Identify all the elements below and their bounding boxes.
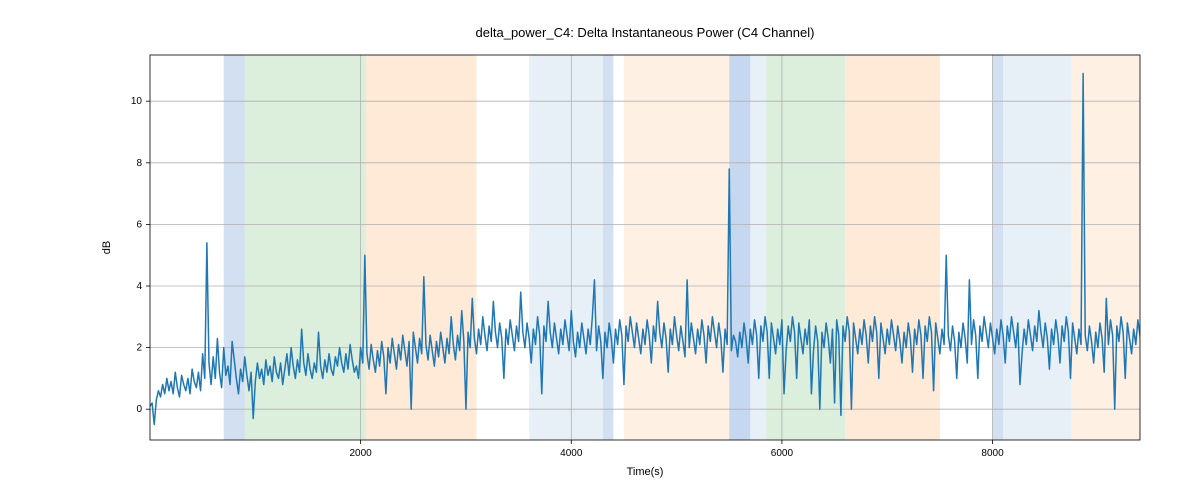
y-tick-label: 6 [136, 219, 142, 230]
shade-region [366, 55, 477, 440]
y-tick-label: 10 [131, 96, 143, 107]
x-tick-label: 4000 [560, 448, 583, 459]
shade-region [993, 55, 1004, 440]
shade-region [529, 55, 603, 440]
shade-region [603, 55, 614, 440]
y-tick-label: 4 [136, 281, 142, 292]
y-axis: 0 2 4 6 8 10 [131, 96, 150, 415]
x-tick-label: 6000 [771, 448, 794, 459]
line-chart: 2000 4000 6000 8000 0 2 4 6 8 10 Time(s) dB delta_po… [0, 0, 1200, 500]
shade-region [1003, 55, 1071, 440]
x-tick-label: 2000 [350, 448, 373, 459]
x-axis: 2000 4000 6000 8000 [350, 440, 1005, 459]
y-tick-label: 2 [136, 343, 142, 354]
x-tick-label: 8000 [981, 448, 1004, 459]
shade-region [845, 55, 940, 440]
y-axis-label: dB [101, 241, 113, 254]
shade-region [624, 55, 729, 440]
y-tick-label: 8 [136, 158, 142, 169]
x-axis-label: Time(s) [627, 466, 664, 478]
chart-container: 2000 4000 6000 8000 0 2 4 6 8 10 Time(s) dB delta_po… [0, 0, 1200, 500]
chart-title: delta_power_C4: Delta Instantaneous Powe… [476, 25, 815, 40]
shade-region [224, 55, 245, 440]
shade-region [729, 55, 750, 440]
shade-region [750, 55, 766, 440]
y-tick-label: 0 [136, 404, 142, 415]
shaded-regions [224, 55, 1140, 440]
